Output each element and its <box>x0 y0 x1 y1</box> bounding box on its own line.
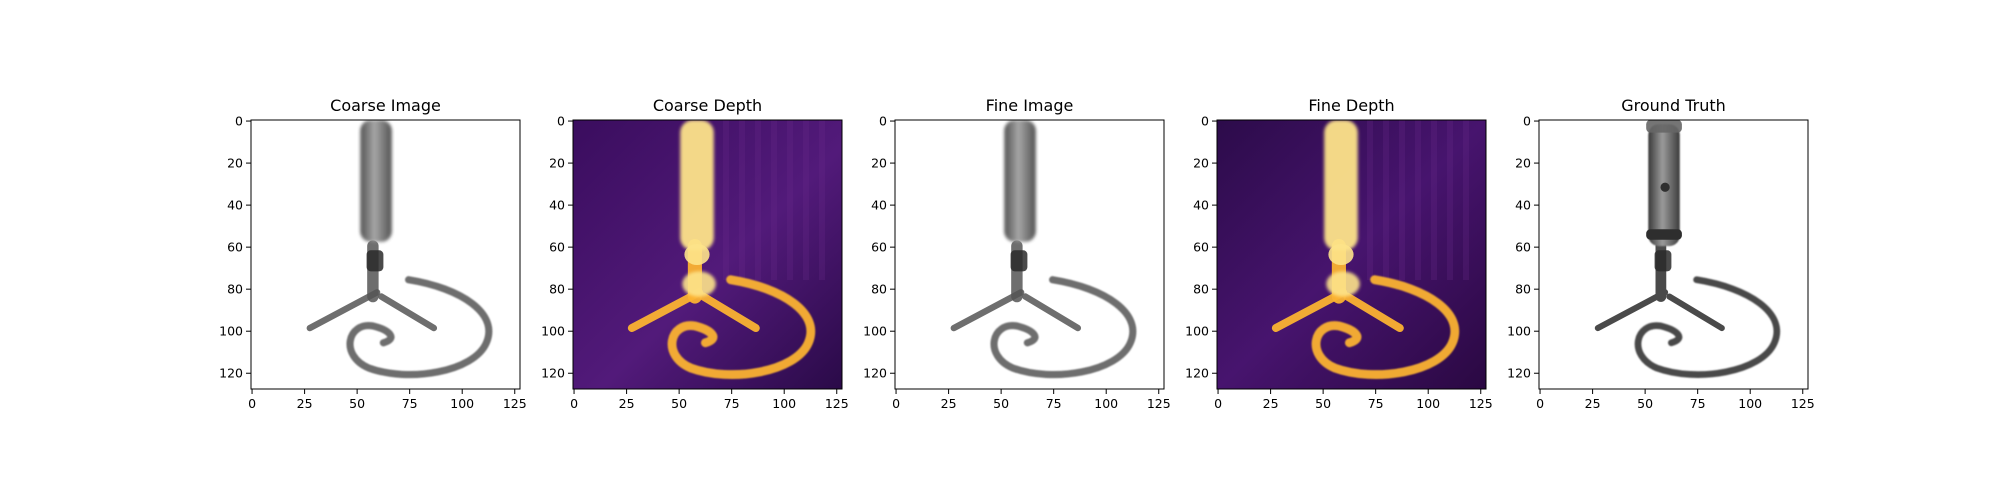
y-tick-label: 40 <box>549 198 565 213</box>
x-tick-label: 100 <box>1738 396 1762 411</box>
x-tick-label: 25 <box>1263 396 1279 411</box>
y-tick-label: 0 <box>879 114 887 129</box>
y-tick-label: 80 <box>549 282 565 297</box>
y-tick-label: 60 <box>871 240 887 255</box>
y-tick-label: 120 <box>863 366 887 381</box>
y-tick-label: 100 <box>541 324 565 339</box>
panel-2: Coarse Depth 0 25 50 75 100 125 0 20 40 60 80 100 120 <box>541 96 849 411</box>
y-tick-label: 60 <box>549 240 565 255</box>
y-tick-label: 120 <box>541 366 565 381</box>
y-tick-label: 0 <box>1523 114 1531 129</box>
y-tick-label: 20 <box>1515 156 1531 171</box>
panel-image <box>251 120 520 389</box>
x-tick-label: 25 <box>619 396 635 411</box>
y-tick-label: 0 <box>235 114 243 129</box>
y-tick-label: 20 <box>549 156 565 171</box>
y-tick-label: 80 <box>1515 282 1531 297</box>
x-tick-label: 50 <box>349 396 365 411</box>
panel-title: Coarse Image <box>330 96 441 115</box>
axes-frame <box>894 119 1165 390</box>
x-tick-label: 100 <box>772 396 796 411</box>
x-tick-label: 25 <box>1585 396 1601 411</box>
y-tick-label: 40 <box>227 198 243 213</box>
y-tick-label: 20 <box>1193 156 1209 171</box>
x-tick-label: 100 <box>1416 396 1440 411</box>
y-tick-label: 100 <box>863 324 887 339</box>
x-tick-label: 125 <box>825 396 849 411</box>
x-tick-label: 0 <box>570 396 578 411</box>
panel-5: Ground Truth 0 25 50 75 100 125 0 20 40 60 80 100 120 <box>1507 96 1815 411</box>
x-tick-label: 75 <box>402 396 418 411</box>
x-tick-label: 0 <box>1214 396 1222 411</box>
axes-frame <box>1216 119 1487 390</box>
y-tick-label: 20 <box>227 156 243 171</box>
x-tick-label: 125 <box>1469 396 1493 411</box>
x-tick-label: 50 <box>1637 396 1653 411</box>
y-tick-label: 100 <box>1185 324 1209 339</box>
x-tick-label: 75 <box>1690 396 1706 411</box>
x-tick-label: 0 <box>248 396 256 411</box>
y-tick-label: 60 <box>1193 240 1209 255</box>
x-tick-label: 50 <box>993 396 1009 411</box>
y-tick-label: 100 <box>1507 324 1531 339</box>
y-tick-label: 40 <box>1193 198 1209 213</box>
panel-title: Fine Depth <box>1308 96 1394 115</box>
y-tick-label: 120 <box>219 366 243 381</box>
y-tick-label: 0 <box>1201 114 1209 129</box>
x-tick-label: 100 <box>450 396 474 411</box>
x-tick-label: 25 <box>297 396 313 411</box>
y-tick-label: 120 <box>1185 366 1209 381</box>
x-tick-label: 100 <box>1094 396 1118 411</box>
panel-image <box>1539 120 1808 389</box>
panel-title: Coarse Depth <box>653 96 762 115</box>
panel-1: Coarse Image 0 25 50 75 100 125 0 20 40 60 80 100 120 <box>219 96 527 411</box>
x-tick-label: 50 <box>1315 396 1331 411</box>
panel-3: Fine Image 0 25 50 75 100 125 0 20 40 60 80 100 120 <box>863 96 1171 411</box>
y-tick-label: 40 <box>1515 198 1531 213</box>
x-tick-label: 75 <box>1368 396 1384 411</box>
axes-frame <box>250 119 521 390</box>
x-tick-label: 0 <box>892 396 900 411</box>
x-tick-label: 25 <box>941 396 957 411</box>
y-tick-label: 120 <box>1507 366 1531 381</box>
panel-title: Ground Truth <box>1621 96 1726 115</box>
y-tick-label: 20 <box>871 156 887 171</box>
x-tick-label: 125 <box>503 396 527 411</box>
y-tick-label: 80 <box>871 282 887 297</box>
x-tick-label: 75 <box>1046 396 1062 411</box>
x-tick-label: 0 <box>1536 396 1544 411</box>
y-tick-label: 60 <box>1515 240 1531 255</box>
axes-frame <box>1538 119 1809 390</box>
x-tick-label: 125 <box>1791 396 1815 411</box>
x-tick-label: 50 <box>671 396 687 411</box>
panel-image <box>1217 120 1486 389</box>
y-tick-label: 40 <box>871 198 887 213</box>
y-tick-label: 0 <box>557 114 565 129</box>
panel-image <box>573 120 842 389</box>
x-tick-label: 125 <box>1147 396 1171 411</box>
axes-frame <box>572 119 843 390</box>
y-tick-label: 100 <box>219 324 243 339</box>
panel-4: Fine Depth 0 25 50 75 100 125 0 20 40 60 80 100 120 <box>1185 96 1493 411</box>
y-tick-label: 80 <box>227 282 243 297</box>
panel-title: Fine Image <box>986 96 1074 115</box>
y-tick-label: 60 <box>227 240 243 255</box>
panel-image <box>895 120 1164 389</box>
y-tick-label: 80 <box>1193 282 1209 297</box>
x-tick-label: 75 <box>724 396 740 411</box>
